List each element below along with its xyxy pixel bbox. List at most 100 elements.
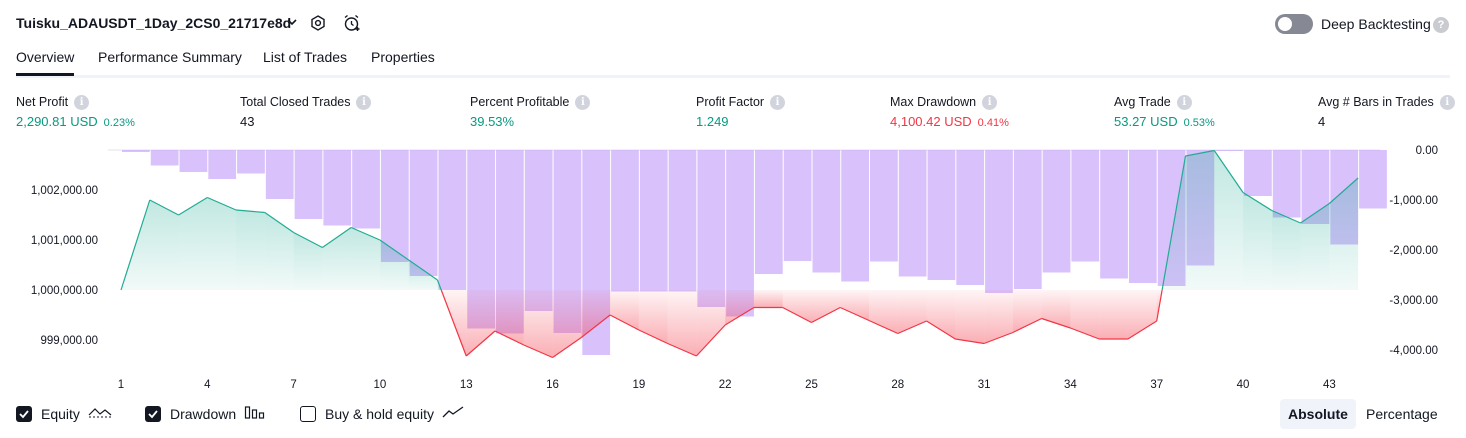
x-tick-label: 34 <box>1064 379 1077 391</box>
tab-overview[interactable]: Overview <box>16 49 74 76</box>
strategy-name[interactable]: Tuisku_ADAUSDT_1Day_2CS0_21717e8d <box>16 15 291 31</box>
drawdown-bar <box>352 150 380 229</box>
legend-buy-hold[interactable]: Buy & hold equity <box>300 402 464 426</box>
tab-list-of-trades[interactable]: List of Trades <box>263 49 347 65</box>
legend-label: Equity <box>41 406 80 422</box>
equity-area-loss <box>927 290 956 339</box>
info-icon[interactable]: i <box>1440 95 1455 110</box>
x-tick-label: 10 <box>374 379 387 391</box>
tab-properties[interactable]: Properties <box>371 49 435 65</box>
drawdown-checkbox[interactable] <box>145 406 161 422</box>
equity-area-loss <box>840 290 869 321</box>
x-tick-label: 19 <box>632 379 645 391</box>
drawdown-bar <box>669 150 697 292</box>
drawdown-bar <box>1100 150 1128 279</box>
stat-label: Net Profit <box>16 95 68 109</box>
settings-icon[interactable] <box>309 14 327 37</box>
drawdown-bar <box>1071 150 1099 262</box>
drawdown-bar <box>985 150 1013 293</box>
stat-avg-trade: Avg Trade i 53.27 USD 0.53% <box>1114 93 1215 129</box>
absolute-button[interactable]: Absolute <box>1280 399 1356 429</box>
report-tabs: Overview Performance Summary List of Tra… <box>16 44 1450 78</box>
drawdown-bars-icon <box>244 405 266 424</box>
stat-label: Avg Trade <box>1114 95 1171 109</box>
stat-percent: 0.23% <box>104 117 135 129</box>
stat-label: Total Closed Trades <box>240 95 350 109</box>
drawdown-bar <box>1244 150 1272 196</box>
equity-area-profit <box>207 198 236 291</box>
stat-max-drawdown: Max Drawdown i 4,100.42 USD 0.41% <box>890 93 1009 129</box>
drawdown-bar <box>784 150 812 261</box>
legend-drawdown[interactable]: Drawdown <box>145 402 266 426</box>
y-left-tick-label: 999,000.00 <box>40 335 98 347</box>
drawdown-bar <box>611 150 639 292</box>
equity-area-loss <box>495 290 524 345</box>
equity-area-profit <box>179 198 208 291</box>
deep-backtesting-label: Deep Backtesting <box>1321 16 1431 32</box>
drawdown-bar <box>410 150 438 276</box>
drawdown-bar <box>151 150 179 166</box>
equity-area-loss <box>1042 290 1071 328</box>
drawdown-bar <box>812 150 840 273</box>
info-icon[interactable]: i <box>575 95 590 110</box>
buy-hold-checkbox[interactable] <box>300 406 316 422</box>
drawdown-bar <box>323 150 351 226</box>
toggle-knob <box>1278 17 1292 31</box>
drawdown-bar <box>697 150 725 307</box>
y-right-tick-label: -4,000.00 <box>1389 345 1438 357</box>
equity-area-loss <box>610 290 639 330</box>
stat-value: 2,290.81 USD <box>16 114 98 129</box>
drawdown-bar <box>1129 150 1157 283</box>
x-tick-label: 28 <box>891 379 904 391</box>
stat-value: 1.249 <box>696 114 729 129</box>
stat-profit-factor: Profit Factor i 1.249 <box>696 93 785 129</box>
drawdown-bar <box>295 150 323 219</box>
chevron-down-icon[interactable] <box>286 15 298 33</box>
percentage-button[interactable]: Percentage <box>1358 399 1446 429</box>
stat-percent: 0.53% <box>1184 117 1215 129</box>
y-right-tick-label: -3,000.00 <box>1389 295 1438 307</box>
x-tick-label: 7 <box>290 379 296 391</box>
equity-area-loss <box>1128 290 1157 339</box>
stat-label: Max Drawdown <box>890 95 976 109</box>
equity-area-loss <box>783 290 812 323</box>
drawdown-bar <box>1273 150 1301 218</box>
tab-performance-summary[interactable]: Performance Summary <box>98 49 242 65</box>
equity-area-loss <box>668 290 697 356</box>
x-tick-label: 1 <box>118 379 124 391</box>
equity-area-loss <box>639 290 668 344</box>
strategy-header: Tuisku_ADAUSDT_1Day_2CS0_21717e8d Deep B… <box>16 8 1450 40</box>
help-icon[interactable]: ? <box>1433 17 1449 33</box>
add-alert-icon[interactable] <box>342 13 362 38</box>
drawdown-bar <box>1014 150 1042 289</box>
x-tick-label: 22 <box>719 379 732 391</box>
equity-area-loss <box>466 290 495 356</box>
equity-checkbox[interactable] <box>16 406 32 422</box>
info-icon[interactable]: i <box>982 95 997 110</box>
drawdown-bar <box>208 150 236 179</box>
stat-value: 43 <box>240 114 254 129</box>
x-tick-label: 40 <box>1237 379 1250 391</box>
equity-area-loss <box>754 290 783 308</box>
drawdown-bar <box>841 150 869 282</box>
drawdown-bar <box>1215 150 1243 151</box>
drawdown-bar <box>870 150 898 262</box>
equity-line-icon <box>88 405 112 424</box>
deep-backtesting-toggle[interactable] <box>1275 14 1313 34</box>
drawdown-bar <box>1359 150 1387 209</box>
info-icon[interactable]: i <box>356 95 371 110</box>
info-icon[interactable]: i <box>770 95 785 110</box>
info-icon[interactable]: i <box>74 95 89 110</box>
equity-area-profit <box>150 200 179 290</box>
equity-area-profit <box>351 228 380 291</box>
equity-area-loss <box>811 290 840 323</box>
equity-area-profit <box>265 213 294 291</box>
equity-area-profit <box>294 233 323 291</box>
equity-drawdown-chart[interactable]: 1,002,000.00 1,001,000.00 1,000,000.00 999,… <box>0 140 1466 400</box>
drawdown-bar <box>899 150 927 277</box>
info-icon[interactable]: i <box>1177 95 1192 110</box>
equity-area-loss <box>1099 290 1128 339</box>
legend-label: Drawdown <box>170 406 236 422</box>
legend-equity[interactable]: Equity <box>16 402 112 426</box>
x-tick-label: 43 <box>1323 379 1336 391</box>
